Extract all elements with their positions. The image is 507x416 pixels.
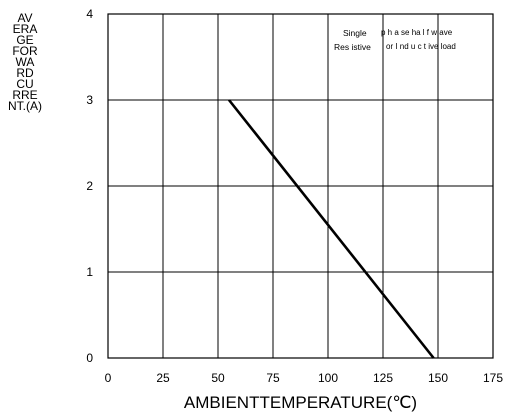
- y-axis-label-line: FOR: [12, 44, 38, 58]
- y-axis-label-line: AV: [17, 11, 33, 25]
- y-tick-label: 3: [86, 93, 93, 107]
- y-axis-label-line: NT.(A): [8, 99, 42, 113]
- annotation-inductive-load: or I nd u c t ive load: [386, 42, 456, 51]
- y-axis-label-line: RD: [16, 66, 34, 80]
- y-axis-label-line: RRE: [12, 88, 38, 102]
- series-group: [227, 99, 435, 359]
- y-axis-label-line: ERA: [12, 22, 38, 36]
- y-tick-label: 0: [86, 351, 93, 365]
- y-axis-label: AV ERA GE FOR WA RD CU RRE NT.(A): [5, 11, 45, 113]
- y-axis-label-line: GE: [16, 33, 34, 47]
- y-axis-label-line: WA: [15, 55, 35, 69]
- vertical-gridlines: [162, 14, 439, 358]
- x-tick-label: 100: [318, 371, 338, 385]
- x-tick-label: 125: [373, 371, 393, 385]
- x-tick-label: 175: [483, 371, 503, 385]
- y-tick-label: 2: [86, 179, 93, 193]
- horizontal-gridlines: [108, 99, 493, 273]
- x-tick-label: 75: [266, 371, 280, 385]
- y-axis-label-line: CU: [16, 77, 34, 91]
- x-tick-label: 25: [156, 371, 170, 385]
- annotation-phase-half-wave: p h a se ha l f w ave: [381, 28, 453, 37]
- x-tick-label: 50: [211, 371, 225, 385]
- y-tick-labels: 0 1 2 3 4: [86, 7, 93, 365]
- y-tick-label: 4: [86, 7, 93, 21]
- y-tick-label: 1: [86, 265, 93, 279]
- x-axis-label: AMBIENTTEMPERATURE(℃): [183, 393, 418, 412]
- x-tick-label: 150: [428, 371, 448, 385]
- x-tick-label: 0: [105, 371, 112, 385]
- annotation-single: Single: [343, 28, 367, 38]
- annotation-resistive: Res istive: [334, 42, 371, 52]
- x-tick-labels: 0 25 50 75 100 125 150 175: [105, 371, 504, 385]
- series-line-0: [227, 99, 435, 359]
